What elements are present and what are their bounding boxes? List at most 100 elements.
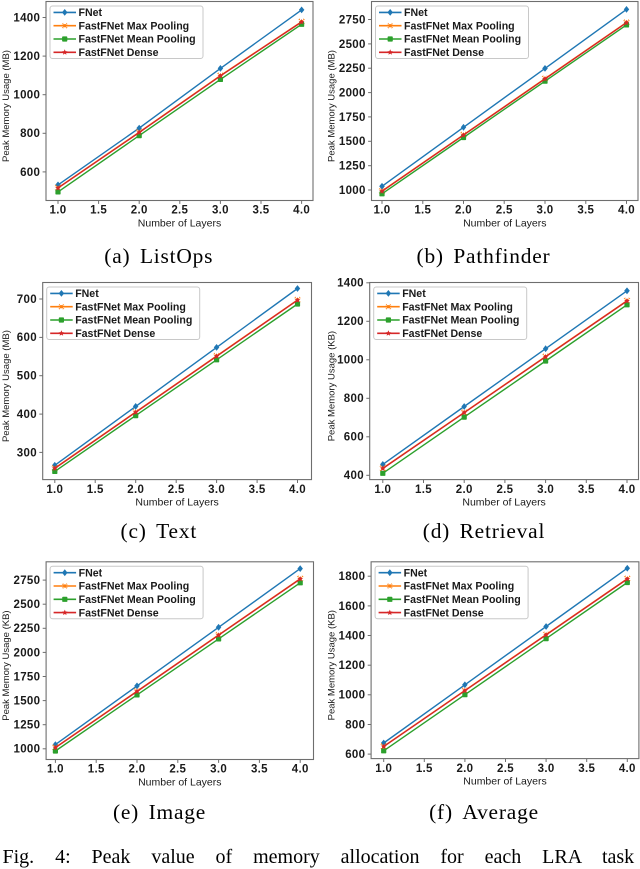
svg-text:Peak Memory Usage (KB): Peak Memory Usage (KB)	[326, 610, 337, 720]
svg-text:1.5: 1.5	[414, 205, 431, 217]
svg-text:Number of Layers: Number of Layers	[138, 217, 221, 229]
svg-text:Number of Layers: Number of Layers	[138, 776, 221, 788]
svg-text:1800: 1800	[339, 571, 366, 583]
svg-text:1.0: 1.0	[374, 205, 391, 217]
svg-text:Peak Memory Usage (KB): Peak Memory Usage (KB)	[326, 331, 337, 441]
svg-text:1200: 1200	[339, 660, 366, 672]
svg-text:600: 600	[345, 749, 365, 761]
svg-text:Peak Memory Usage (MB): Peak Memory Usage (MB)	[1, 330, 12, 442]
svg-text:FastFNet Mean Pooling: FastFNet Mean Pooling	[404, 594, 521, 606]
svg-text:3.0: 3.0	[210, 764, 227, 776]
svg-text:800: 800	[344, 393, 364, 405]
svg-text:(c)Text: (c) Text	[121, 519, 198, 543]
svg-text:1500: 1500	[339, 136, 366, 148]
svg-text:1000: 1000	[13, 90, 40, 102]
svg-text:1.0: 1.0	[46, 484, 63, 496]
svg-text:FastFNet Mean Pooling: FastFNet Mean Pooling	[79, 594, 196, 606]
svg-text:FastFNet Dense: FastFNet Dense	[402, 328, 482, 340]
svg-text:600: 600	[344, 432, 364, 444]
svg-text:FNet: FNet	[79, 7, 103, 19]
svg-text:1250: 1250	[339, 161, 366, 173]
svg-text:FastFNet Mean Pooling: FastFNet Mean Pooling	[402, 315, 519, 327]
svg-text:FastFNet Max Pooling: FastFNet Max Pooling	[79, 581, 190, 593]
svg-text:1.0: 1.0	[374, 484, 391, 496]
svg-text:2500: 2500	[14, 599, 41, 611]
svg-text:2.0: 2.0	[131, 205, 148, 217]
svg-text:FNet: FNet	[404, 567, 428, 579]
svg-text:FNet: FNet	[75, 288, 99, 300]
svg-text:1400: 1400	[13, 12, 40, 24]
svg-text:Peak Memory Usage (MB): Peak Memory Usage (MB)	[326, 50, 337, 162]
svg-text:2250: 2250	[339, 63, 366, 75]
svg-text:2750: 2750	[14, 575, 41, 587]
svg-text:Number of Layers: Number of Layers	[463, 217, 546, 229]
svg-text:2.5: 2.5	[168, 484, 185, 496]
svg-text:2.0: 2.0	[455, 205, 472, 217]
svg-text:2.5: 2.5	[497, 763, 514, 775]
svg-text:2.0: 2.0	[129, 764, 146, 776]
svg-text:1.5: 1.5	[416, 763, 433, 775]
svg-text:FastFNet Max Pooling: FastFNet Max Pooling	[404, 20, 515, 32]
svg-text:3.0: 3.0	[538, 763, 555, 775]
svg-text:1.0: 1.0	[47, 764, 64, 776]
svg-text:2750: 2750	[339, 14, 366, 26]
svg-text:800: 800	[345, 719, 365, 731]
svg-text:1500: 1500	[14, 696, 41, 708]
svg-text:Number of Layers: Number of Layers	[462, 496, 545, 508]
svg-text:600: 600	[17, 332, 37, 344]
svg-text:4.0: 4.0	[292, 764, 309, 776]
svg-text:1.5: 1.5	[87, 484, 104, 496]
svg-text:1000: 1000	[14, 744, 41, 756]
svg-text:(b)Pathfinder: (b) Pathfinder	[417, 244, 551, 268]
svg-text:2500: 2500	[339, 39, 366, 51]
svg-text:1000: 1000	[337, 355, 364, 367]
svg-text:FNet: FNet	[79, 567, 103, 579]
svg-text:3.5: 3.5	[253, 205, 270, 217]
svg-text:3.0: 3.0	[537, 484, 554, 496]
svg-text:FastFNet Max Pooling: FastFNet Max Pooling	[404, 581, 515, 593]
svg-text:700: 700	[17, 294, 37, 306]
svg-text:(e)Image: (e) Image	[113, 800, 206, 824]
svg-text:600: 600	[20, 167, 40, 179]
svg-text:800: 800	[20, 128, 40, 140]
svg-text:2.0: 2.0	[456, 484, 473, 496]
svg-text:1.5: 1.5	[415, 484, 432, 496]
svg-text:2000: 2000	[14, 647, 41, 659]
svg-text:Peak Memory Usage (KB): Peak Memory Usage (KB)	[1, 610, 12, 720]
svg-text:4.0: 4.0	[618, 205, 635, 217]
svg-text:Number of Layers: Number of Layers	[463, 775, 546, 787]
svg-text:1.0: 1.0	[50, 205, 67, 217]
svg-text:4.0: 4.0	[619, 763, 636, 775]
svg-text:(d)Retrieval: (d) Retrieval	[423, 519, 545, 543]
svg-text:3.5: 3.5	[251, 764, 268, 776]
svg-text:2.0: 2.0	[127, 484, 144, 496]
svg-text:1200: 1200	[13, 51, 40, 63]
svg-text:1600: 1600	[339, 601, 366, 613]
svg-text:FastFNet Dense: FastFNet Dense	[404, 47, 484, 59]
svg-text:3.0: 3.0	[208, 484, 225, 496]
svg-text:4.0: 4.0	[293, 205, 310, 217]
svg-text:300: 300	[17, 447, 37, 459]
svg-text:FNet: FNet	[402, 288, 426, 300]
svg-text:2.5: 2.5	[171, 205, 188, 217]
svg-text:1250: 1250	[14, 720, 41, 732]
svg-text:4.0: 4.0	[619, 484, 636, 496]
svg-text:2000: 2000	[339, 88, 366, 100]
svg-text:2.5: 2.5	[496, 205, 513, 217]
svg-text:FastFNet Dense: FastFNet Dense	[75, 328, 155, 340]
svg-text:1400: 1400	[337, 278, 364, 290]
svg-text:1750: 1750	[339, 112, 366, 124]
svg-text:FastFNet Max Pooling: FastFNet Max Pooling	[79, 20, 190, 32]
svg-text:3.5: 3.5	[249, 484, 266, 496]
svg-text:1.5: 1.5	[88, 764, 105, 776]
svg-text:Number of Layers: Number of Layers	[135, 496, 218, 508]
svg-text:2.5: 2.5	[496, 484, 513, 496]
svg-text:FastFNet Mean Pooling: FastFNet Mean Pooling	[79, 34, 196, 46]
svg-text:2250: 2250	[14, 623, 41, 635]
svg-text:2.5: 2.5	[169, 764, 186, 776]
svg-text:1400: 1400	[339, 630, 366, 642]
svg-text:FastFNet Mean Pooling: FastFNet Mean Pooling	[404, 34, 521, 46]
svg-text:FNet: FNet	[404, 7, 428, 19]
svg-text:FastFNet Max Pooling: FastFNet Max Pooling	[75, 301, 186, 313]
svg-text:500: 500	[17, 371, 37, 383]
